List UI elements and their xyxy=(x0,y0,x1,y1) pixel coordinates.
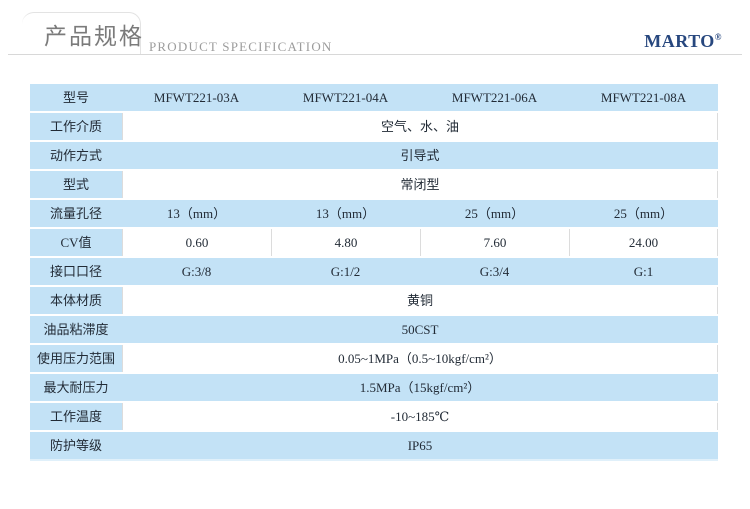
header-divider xyxy=(8,54,742,55)
table-row: 接口口径 G:3/8 G:1/2 G:3/4 G:1 xyxy=(30,258,718,285)
row-value: MFWT221-04A xyxy=(302,90,389,105)
row-label: 型号 xyxy=(62,90,89,105)
row-value: G:3/4 xyxy=(479,264,510,279)
row-value: 13（mm） xyxy=(166,206,227,221)
table-row: 型式 常闭型 xyxy=(30,171,718,198)
table-row: 工作温度 -10~185℃ xyxy=(30,403,718,430)
row-label: 油品粘滞度 xyxy=(43,322,109,337)
brand-name: MARTO xyxy=(644,31,715,51)
brand-logo: MARTO® xyxy=(644,31,722,52)
row-label: CV值 xyxy=(30,229,122,256)
row-label: 使用压力范围 xyxy=(30,345,122,372)
table-row: 使用压力范围 0.05~1MPa（0.5~10kgf/cm²） xyxy=(30,345,718,372)
table-row: 工作介质 空气、水、油 xyxy=(30,113,718,140)
row-value: 1.5MPa（15kgf/cm²） xyxy=(359,380,481,395)
table-row: 最大耐压力 1.5MPa（15kgf/cm²） xyxy=(30,374,718,401)
table-row: 流量孔径 13（mm） 13（mm） 25（mm） 25（mm） xyxy=(30,200,718,227)
row-value: 50CST xyxy=(401,322,439,337)
row-value: 黄铜 xyxy=(122,287,718,314)
row-value: G:1 xyxy=(633,264,654,279)
spec-table: 型号 MFWT221-03A MFWT221-04A MFWT221-06A MFWT2… xyxy=(30,84,718,461)
table-row: 本体材质 黄铜 xyxy=(30,287,718,314)
row-value: 0.60 xyxy=(122,229,271,256)
page-title: 产品规格 xyxy=(44,24,144,49)
row-value: 13（mm） xyxy=(315,206,376,221)
table-row: 型号 MFWT221-03A MFWT221-04A MFWT221-06A MFWT2… xyxy=(30,84,718,111)
row-label: 工作介质 xyxy=(30,113,122,140)
row-label: 型式 xyxy=(30,171,122,198)
row-value: MFWT221-06A xyxy=(451,90,538,105)
row-label: 本体材质 xyxy=(30,287,122,314)
row-label: 流量孔径 xyxy=(49,206,102,221)
row-value: 常闭型 xyxy=(122,171,718,198)
row-value: MFWT221-03A xyxy=(153,90,240,105)
row-value: IP65 xyxy=(407,438,433,453)
row-value: 25（mm） xyxy=(464,206,525,221)
row-label: 接口口径 xyxy=(49,264,102,279)
table-row: 防护等级 IP65 xyxy=(30,432,718,459)
row-value: 引导式 xyxy=(400,148,440,163)
row-value: 0.05~1MPa（0.5~10kgf/cm²） xyxy=(122,345,718,372)
row-value: G:1/2 xyxy=(330,264,361,279)
row-value: 25（mm） xyxy=(613,206,674,221)
row-label: 防护等级 xyxy=(49,438,102,453)
row-value: -10~185℃ xyxy=(122,403,718,430)
table-row: CV值 0.60 4.80 7.60 24.00 xyxy=(30,229,718,256)
row-label: 动作方式 xyxy=(49,148,102,163)
title-frame-decoration xyxy=(22,12,141,54)
row-value: 24.00 xyxy=(569,229,718,256)
row-value: G:3/8 xyxy=(181,264,212,279)
row-value: 空气、水、油 xyxy=(122,113,718,140)
row-value: 4.80 xyxy=(271,229,420,256)
row-label: 工作温度 xyxy=(30,403,122,430)
row-value: MFWT221-08A xyxy=(600,90,687,105)
registered-trademark-icon: ® xyxy=(714,32,722,42)
row-value: 7.60 xyxy=(420,229,569,256)
table-row: 动作方式 引导式 xyxy=(30,142,718,169)
table-row: 油品粘滞度 50CST xyxy=(30,316,718,343)
row-label: 最大耐压力 xyxy=(43,380,109,395)
page-subtitle: PRODUCT SPECIFICATION xyxy=(149,39,333,54)
